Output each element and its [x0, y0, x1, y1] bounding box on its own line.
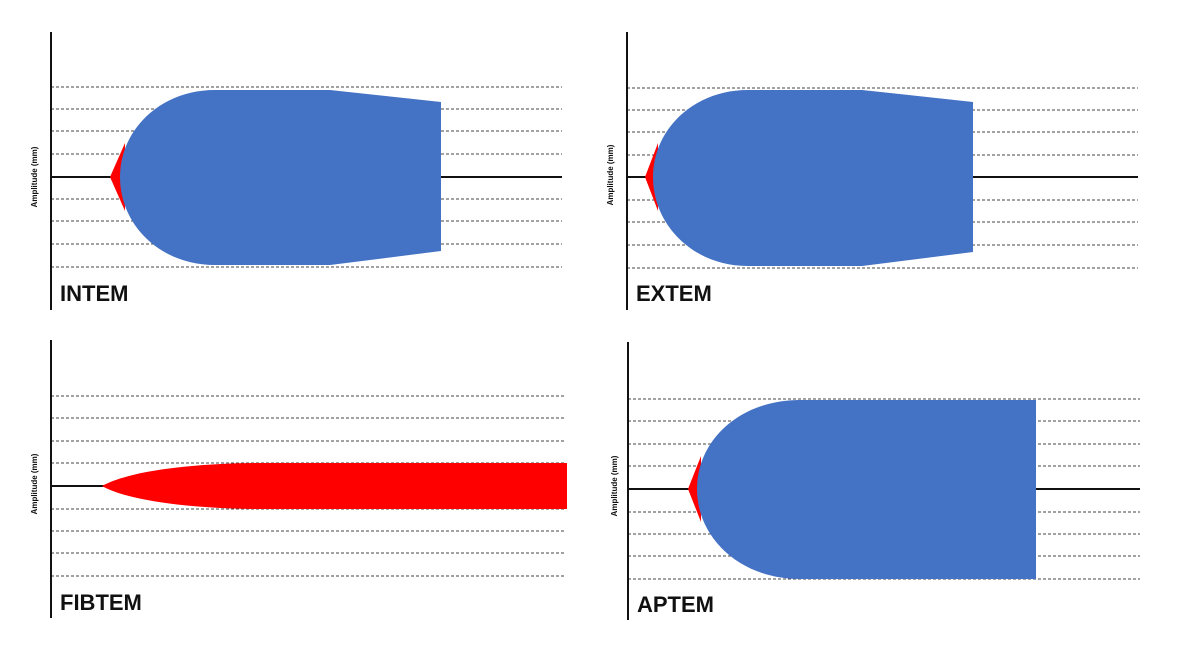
- red-trace: [102, 463, 567, 509]
- panel-label: APTEM: [637, 592, 714, 617]
- panel-label: EXTEM: [636, 281, 712, 306]
- red-trace: [688, 456, 701, 522]
- axis-label: Amplitude (mm): [30, 453, 39, 514]
- panel-label: INTEM: [60, 281, 128, 306]
- axis-label: Amplitude (mm): [30, 146, 39, 207]
- axis-label: Amplitude (mm): [610, 455, 619, 516]
- red-trace: [110, 143, 125, 211]
- blue-trace: [697, 400, 1036, 579]
- panel-label: FIBTEM: [60, 590, 142, 615]
- axis-label: Amplitude (mm): [606, 144, 615, 205]
- blue-trace: [653, 90, 973, 266]
- blue-trace: [120, 90, 441, 265]
